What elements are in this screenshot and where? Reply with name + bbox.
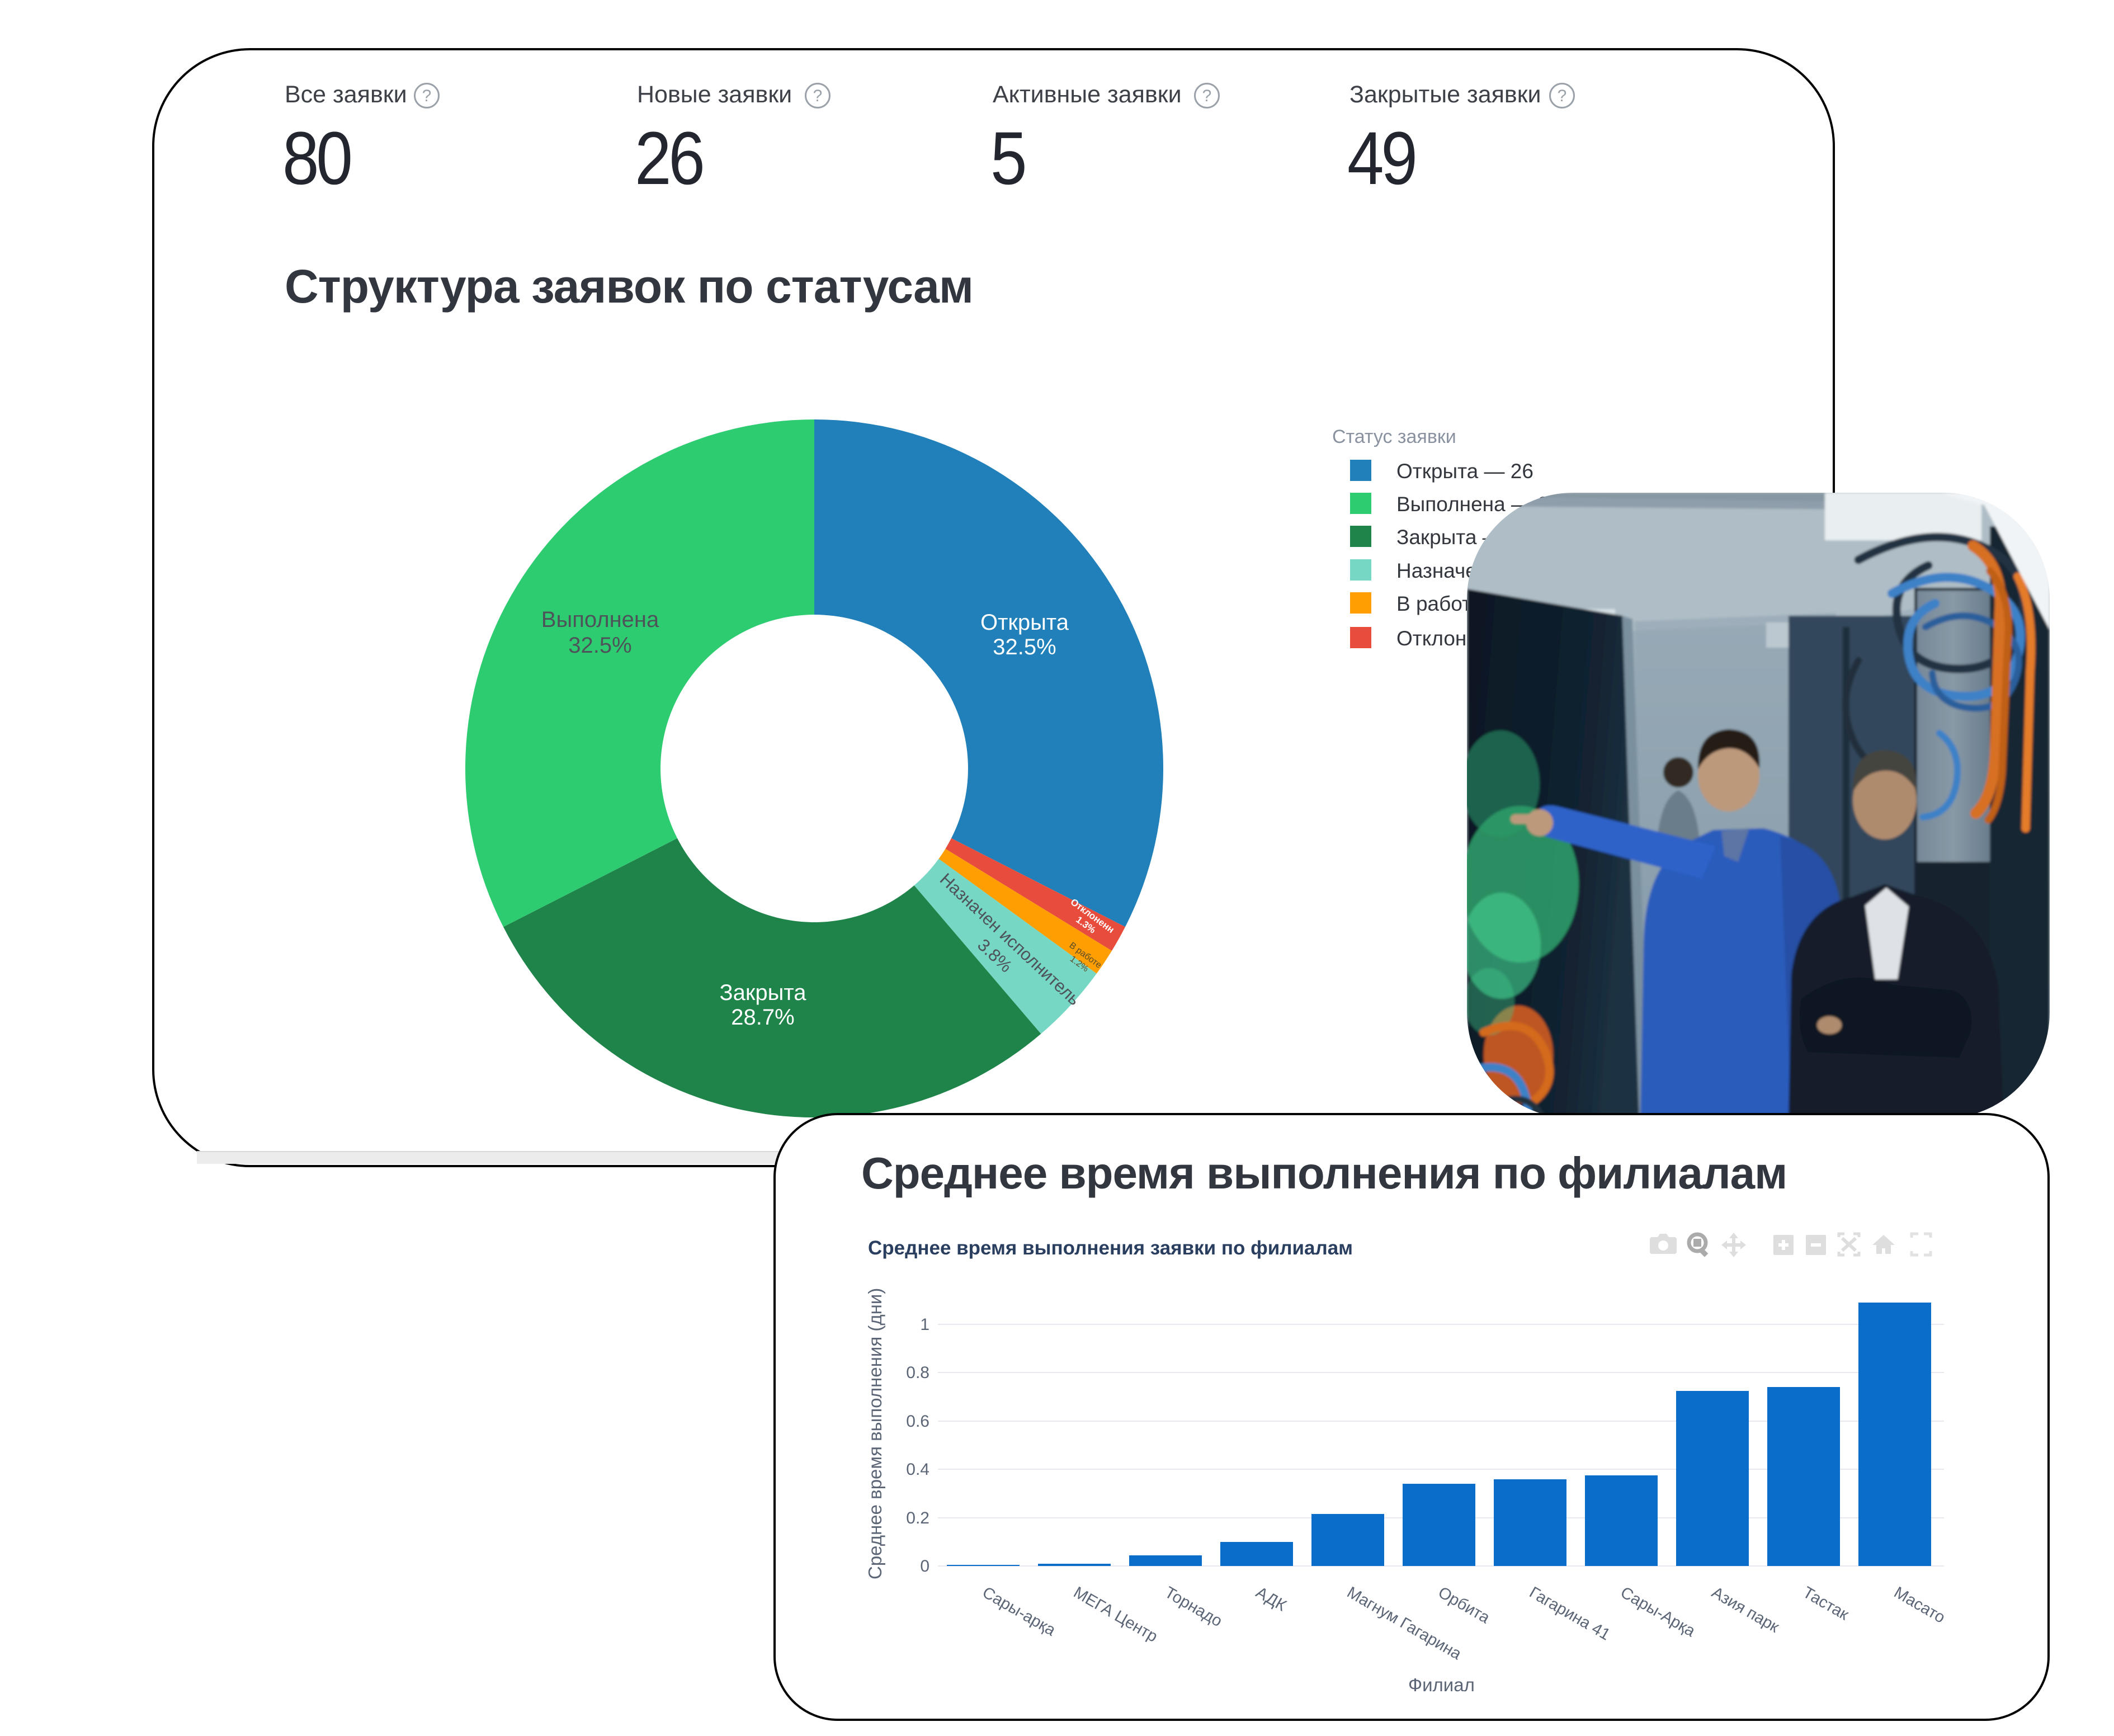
svg-text:32.5%: 32.5%: [993, 635, 1056, 659]
svg-text:Выполнена: Выполнена: [541, 607, 659, 632]
svg-text:Открыта: Открыта: [980, 610, 1069, 635]
svg-text:28.7%: 28.7%: [731, 1005, 794, 1030]
svg-text:Закрыта: Закрыта: [719, 980, 806, 1005]
svg-text:32.5%: 32.5%: [568, 633, 631, 658]
